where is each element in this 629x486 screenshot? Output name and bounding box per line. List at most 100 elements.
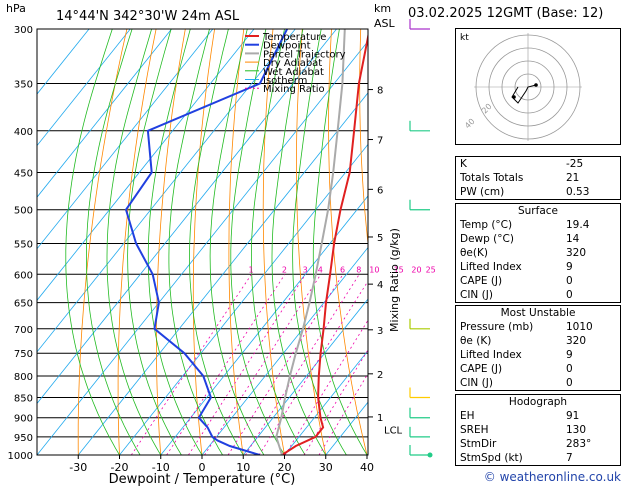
wet-adiabat bbox=[189, 29, 244, 455]
legend-entry: Mixing Ratio bbox=[263, 84, 325, 95]
km-tick-label: 5 bbox=[377, 233, 383, 244]
unstable-title: Most Unstable bbox=[500, 307, 576, 319]
isotherm bbox=[284, 349, 368, 455]
wet-adiabat bbox=[271, 29, 327, 455]
wet-adiabat bbox=[106, 29, 162, 455]
pressure-tick-label: 400 bbox=[14, 127, 33, 138]
mixing-ratio-line bbox=[166, 274, 286, 455]
wind-barbs bbox=[409, 19, 433, 458]
km-tick-label: 8 bbox=[377, 86, 383, 97]
index-row: Totals Totals 21 bbox=[460, 172, 580, 184]
pressure-tick-label: 350 bbox=[14, 80, 33, 91]
mixing-ratio-axis-label: Mixing Ratio (g/kg) bbox=[388, 228, 401, 332]
ring-label-40: 40 bbox=[463, 117, 477, 131]
isotherm bbox=[37, 29, 131, 147]
dry-adiabat bbox=[228, 29, 245, 455]
isotherm bbox=[77, 92, 368, 455]
hodograph-row: StmDir 283° bbox=[460, 438, 592, 450]
mixing-ratio-label: 1 bbox=[248, 265, 253, 274]
hodograph-table: Hodograph EH 91 SREH 130 StmDir 283° StmSpd… bbox=[455, 394, 621, 466]
wet-adiabat bbox=[86, 29, 141, 455]
unstable-row: CAPE (J) 0 bbox=[460, 363, 573, 375]
dry-adiabat bbox=[359, 29, 368, 248]
surface-row: CAPE (J) 0 bbox=[460, 275, 573, 287]
wet-adiabat bbox=[230, 29, 285, 455]
hodograph-trace bbox=[511, 84, 537, 104]
index-row: PW (cm) 0.53 bbox=[460, 186, 590, 198]
surface-title: Surface bbox=[517, 205, 558, 217]
legend-entry: Temperature bbox=[262, 32, 326, 43]
hodograph-row: SREH 130 bbox=[460, 424, 587, 436]
surface-table: Surface Temp (°C) 19.4 Dewp (°C) 14 θe(K) 3… bbox=[455, 203, 621, 303]
pressure-tick-label: 850 bbox=[14, 393, 33, 404]
km-tick-label: 6 bbox=[377, 185, 383, 196]
legend-entry: Isotherm bbox=[263, 76, 307, 87]
x-tick-label: -30 bbox=[69, 461, 87, 474]
dry-adiabat bbox=[117, 29, 157, 455]
unstable-row: Lifted Index 9 bbox=[460, 349, 573, 361]
x-tick-label: 40 bbox=[360, 461, 374, 474]
km-unit: km bbox=[374, 2, 391, 15]
wet-adiabat bbox=[209, 29, 265, 455]
dry-adiabat bbox=[328, 29, 368, 455]
mixing-ratio-label: 3 bbox=[303, 265, 308, 274]
asl-unit: ASL bbox=[374, 17, 396, 30]
temperature-line bbox=[281, 31, 368, 455]
isotherm bbox=[242, 298, 368, 455]
isotherm bbox=[119, 143, 368, 455]
indices-table: K -25 Totals Totals 21 PW (cm) 0.53 bbox=[455, 156, 621, 200]
mixing-ratio-label: 2 bbox=[282, 265, 287, 274]
surface-row: Temp (°C) 19.4 bbox=[460, 219, 590, 231]
legend-entry: Dewpoint bbox=[263, 41, 311, 52]
isotherm bbox=[201, 246, 368, 455]
isotherm bbox=[37, 29, 337, 405]
x-tick-label: -10 bbox=[152, 461, 170, 474]
km-tick-label: 3 bbox=[377, 326, 383, 337]
surface-row: CIN (J) 0 bbox=[460, 289, 573, 301]
x-tick-label: 0 bbox=[199, 461, 206, 474]
unstable-row: Pressure (mb) 1010 bbox=[460, 321, 593, 333]
pressure-tick-label: 700 bbox=[14, 325, 33, 336]
mixing-ratio-label: 6 bbox=[340, 265, 345, 274]
dry-adiabat bbox=[624, 29, 629, 455]
legend-entry: Parcel Trajectory bbox=[263, 49, 346, 60]
dry-adiabat bbox=[262, 29, 285, 455]
x-tick-label: 10 bbox=[236, 461, 250, 474]
lcl-label: LCL bbox=[384, 425, 403, 436]
location-title: 14°44'N 342°30'W 24m ASL bbox=[56, 9, 240, 24]
x-tick-label: -20 bbox=[111, 461, 129, 474]
km-tick-label: 7 bbox=[377, 136, 383, 147]
isotherm bbox=[37, 29, 255, 301]
kt-label: kt bbox=[460, 33, 469, 43]
pressure-tick-label: 1000 bbox=[8, 451, 33, 462]
mixing-ratio-label: 25 bbox=[426, 265, 436, 274]
copyright: © weatheronline.co.uk bbox=[483, 470, 621, 484]
unstable-row: CIN (J) 0 bbox=[460, 377, 573, 389]
mixing-ratio-label: 20 bbox=[411, 265, 421, 274]
wind-barb-calm bbox=[427, 452, 433, 458]
parcel-trajectory-line bbox=[275, 29, 346, 455]
isotherm bbox=[37, 40, 368, 455]
wet-adiabat bbox=[168, 29, 223, 455]
wet-adiabat bbox=[127, 29, 182, 455]
pressure-tick-label: 900 bbox=[14, 414, 33, 425]
unstable-row: θe (K) 320 bbox=[460, 335, 587, 347]
km-tick-label: 1 bbox=[377, 413, 383, 424]
pressure-tick-label: 750 bbox=[14, 349, 33, 360]
mixing-ratio-label: 4 bbox=[318, 265, 323, 274]
ring-label-20: 20 bbox=[480, 102, 494, 116]
isotherm bbox=[160, 195, 368, 455]
hodograph-panel: kt 40 20 bbox=[455, 28, 621, 145]
mixing-ratio-label: 10 bbox=[369, 265, 379, 274]
hodograph-row: EH 91 bbox=[460, 410, 580, 422]
pressure-tick-label: 550 bbox=[14, 239, 33, 250]
pressure-tick-label: 800 bbox=[14, 372, 33, 383]
km-tick-label: 2 bbox=[377, 370, 383, 381]
hodograph-row: StmSpd (kt) 7 bbox=[460, 452, 573, 464]
date-label: 03.02.2025 12GMT (Base: 12) bbox=[408, 6, 604, 21]
pressure-tick-label: 450 bbox=[14, 168, 33, 179]
dewpoint-line bbox=[124, 29, 288, 455]
x-tick-label: 30 bbox=[319, 461, 333, 474]
